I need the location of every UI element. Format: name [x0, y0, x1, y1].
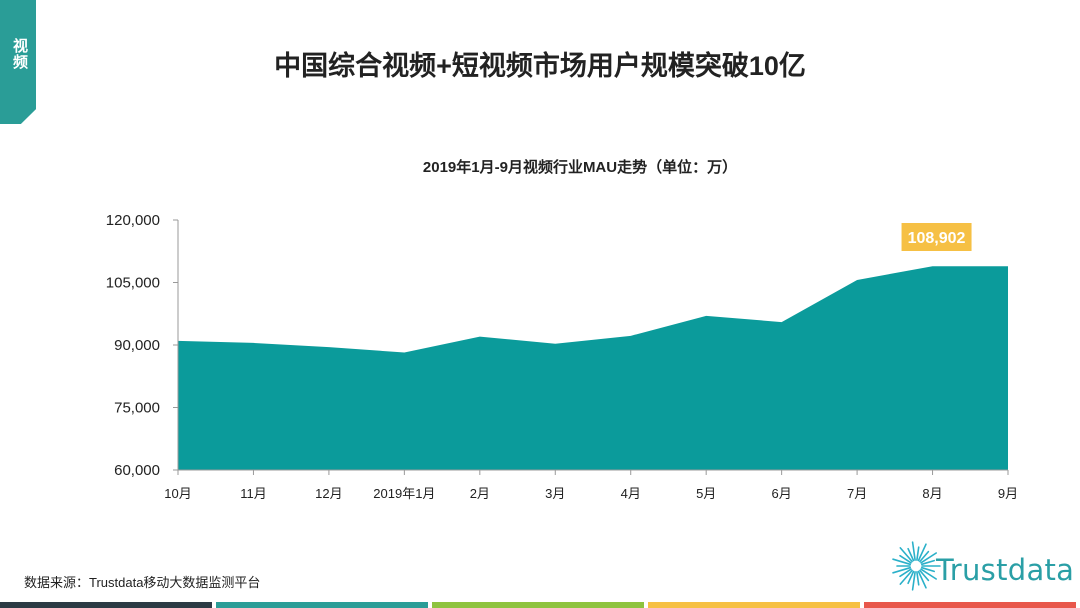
x-tick-label: 2月: [470, 486, 490, 501]
y-tick-label: 60,000: [114, 462, 160, 479]
x-tick-label: 5月: [696, 486, 716, 501]
y-tick-label: 90,000: [114, 337, 160, 354]
x-tick-label: 9月: [998, 486, 1018, 501]
section-tab-label: 视频: [11, 38, 28, 70]
bottom-color-bar: [0, 602, 212, 608]
peak-callout-box: [901, 223, 972, 251]
x-tick-label: 4月: [621, 486, 641, 501]
x-tick-label: 6月: [772, 486, 792, 501]
y-tick-label: 75,000: [114, 400, 160, 417]
chart-title: 2019年1月-9月视频行业MAU走势（单位：万）: [422, 159, 738, 176]
bottom-color-bar: [864, 602, 1076, 608]
y-tick-label: 105,000: [106, 275, 160, 292]
bottom-color-bar: [216, 602, 428, 608]
x-tick-label: 12月: [315, 486, 342, 501]
data-source-note: 数据来源：Trustdata移动大数据监测平台: [24, 575, 261, 590]
mau-area-series: [178, 266, 1008, 470]
bottom-color-bar: [432, 602, 644, 608]
trustdata-logo-icon: [892, 541, 941, 591]
x-tick-label: 8月: [922, 486, 942, 501]
x-tick-label: 11月: [240, 486, 267, 501]
x-tick-label: 10月: [164, 486, 191, 501]
bottom-color-bar: [648, 602, 860, 608]
peak-callout-label: 108,902: [908, 230, 966, 247]
section-tab: [0, 0, 36, 124]
x-tick-label: 3月: [545, 486, 565, 501]
x-tick-label: 7月: [847, 486, 867, 501]
trustdata-logo-text: Trustdata: [936, 553, 1075, 587]
x-tick-label: 2019年1月: [373, 486, 435, 501]
y-tick-label: 120,000: [106, 212, 160, 229]
page-title: 中国综合视频+短视频市场用户规模突破10亿: [274, 51, 806, 81]
